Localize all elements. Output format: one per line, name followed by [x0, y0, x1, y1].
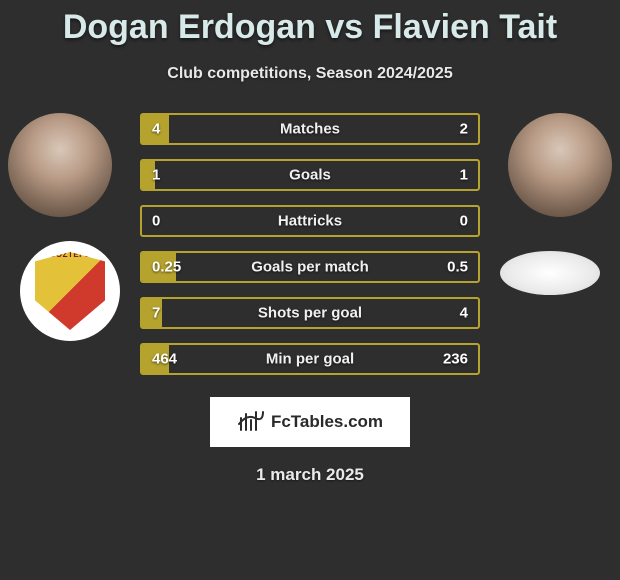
stat-value-right: 0.5: [447, 259, 468, 276]
stat-value-right: 0: [460, 213, 468, 230]
stat-bar: 464 Min per goal 236: [140, 343, 480, 375]
stat-bar: 0 Hattricks 0: [140, 205, 480, 237]
stat-value-left: 4: [152, 121, 160, 138]
stat-bars: 4 Matches 2 1 Goals 1 0 Hattricks 0 0.25 Goals per…: [140, 111, 480, 375]
comparison-title: Dogan Erdogan vs Flavien Tait: [0, 0, 620, 47]
stat-value-right: 1: [460, 167, 468, 184]
stat-bar: 7 Shots per goal 4: [140, 297, 480, 329]
source-logo: FcTables.com: [210, 397, 410, 447]
club-left-badge: GÖZTEPE: [20, 241, 120, 341]
player-left-avatar: [8, 113, 112, 217]
stat-label: Min per goal: [266, 351, 354, 368]
stat-value-right: 2: [460, 121, 468, 138]
fctables-icon: [237, 408, 265, 436]
stat-label: Hattricks: [278, 213, 342, 230]
stat-value-left: 0.25: [152, 259, 181, 276]
stat-label: Goals per match: [251, 259, 369, 276]
player-right-avatar: [508, 113, 612, 217]
source-logo-text: FcTables.com: [271, 412, 383, 432]
club-left-shield-icon: GÖZTEPE: [35, 252, 105, 330]
stat-value-left: 464: [152, 351, 177, 368]
snapshot-date: 1 march 2025: [0, 465, 620, 485]
club-left-name: GÖZTEPE: [35, 250, 105, 259]
stat-value-right: 236: [443, 351, 468, 368]
stat-bar: 4 Matches 2: [140, 113, 480, 145]
comparison-subtitle: Club competitions, Season 2024/2025: [0, 65, 620, 83]
stat-value-right: 4: [460, 305, 468, 322]
stat-label: Matches: [280, 121, 340, 138]
stat-bar: 1 Goals 1: [140, 159, 480, 191]
comparison-content: GÖZTEPE 4 Matches 2 1 Goals 1 0 Hattricks 0 0.25 G…: [0, 111, 620, 485]
stat-bar: 0.25 Goals per match 0.5: [140, 251, 480, 283]
stat-value-left: 7: [152, 305, 160, 322]
stat-label: Goals: [289, 167, 331, 184]
stat-value-left: 0: [152, 213, 160, 230]
stat-label: Shots per goal: [258, 305, 362, 322]
club-right-badge: [500, 251, 600, 295]
stat-value-left: 1: [152, 167, 160, 184]
